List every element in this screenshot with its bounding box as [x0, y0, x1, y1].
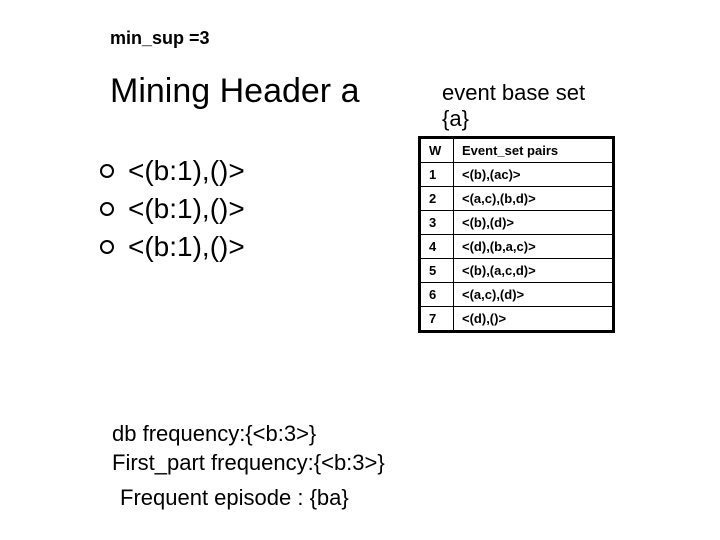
bullet-list: <(b:1),()> <(b:1),()> <(b:1),()> [100, 155, 245, 269]
table-header-row: W Event_set pairs [420, 138, 614, 163]
cell-pairs: <(b),(ac)> [454, 163, 614, 187]
table-row: 1 <(b),(ac)> [420, 163, 614, 187]
bullet-item: <(b:1),()> [100, 155, 245, 187]
event-set-table: W Event_set pairs 1 <(b),(ac)> 2 <(a,c),… [418, 136, 615, 333]
cell-pairs: <(b),(d)> [454, 211, 614, 235]
cell-pairs: <(a,c),(d)> [454, 283, 614, 307]
table-row: 3 <(b),(d)> [420, 211, 614, 235]
cell-w: 6 [420, 283, 454, 307]
cell-pairs: <(d),()> [454, 307, 614, 332]
cell-pairs: <(b),(a,c,d)> [454, 259, 614, 283]
min-sup-label: min_sup =3 [110, 28, 210, 49]
event-base-line1: event base set [442, 80, 585, 106]
col-header-pairs: Event_set pairs [454, 138, 614, 163]
cell-w: 1 [420, 163, 454, 187]
bullet-item: <(b:1),()> [100, 193, 245, 225]
cell-w: 3 [420, 211, 454, 235]
cell-pairs: <(a,c),(b,d)> [454, 187, 614, 211]
event-base-set-label: event base set {a} [442, 80, 585, 133]
cell-pairs: <(d),(b,a,c)> [454, 235, 614, 259]
bullet-icon [100, 240, 114, 254]
col-header-w: W [420, 138, 454, 163]
bullet-text: <(b:1),()> [128, 231, 245, 263]
db-frequency-line: db frequency:{<b:3>} [112, 420, 385, 449]
table-row: 7 <(d),()> [420, 307, 614, 332]
bullet-text: <(b:1),()> [128, 155, 245, 187]
cell-w: 5 [420, 259, 454, 283]
page-title: Mining Header a [110, 72, 359, 111]
bullet-item: <(b:1),()> [100, 231, 245, 263]
table-row: 4 <(d),(b,a,c)> [420, 235, 614, 259]
event-base-line2: {a} [442, 106, 585, 132]
table-row: 2 <(a,c),(b,d)> [420, 187, 614, 211]
frequent-episode-line: Frequent episode : {ba} [120, 485, 349, 511]
cell-w: 4 [420, 235, 454, 259]
bullet-text: <(b:1),()> [128, 193, 245, 225]
bullet-icon [100, 202, 114, 216]
bullet-icon [100, 164, 114, 178]
table-row: 5 <(b),(a,c,d)> [420, 259, 614, 283]
frequency-summary: db frequency:{<b:3>} First_part frequenc… [112, 420, 385, 477]
table-row: 6 <(a,c),(d)> [420, 283, 614, 307]
cell-w: 2 [420, 187, 454, 211]
firstpart-frequency-line: First_part frequency:{<b:3>} [112, 449, 385, 478]
cell-w: 7 [420, 307, 454, 332]
